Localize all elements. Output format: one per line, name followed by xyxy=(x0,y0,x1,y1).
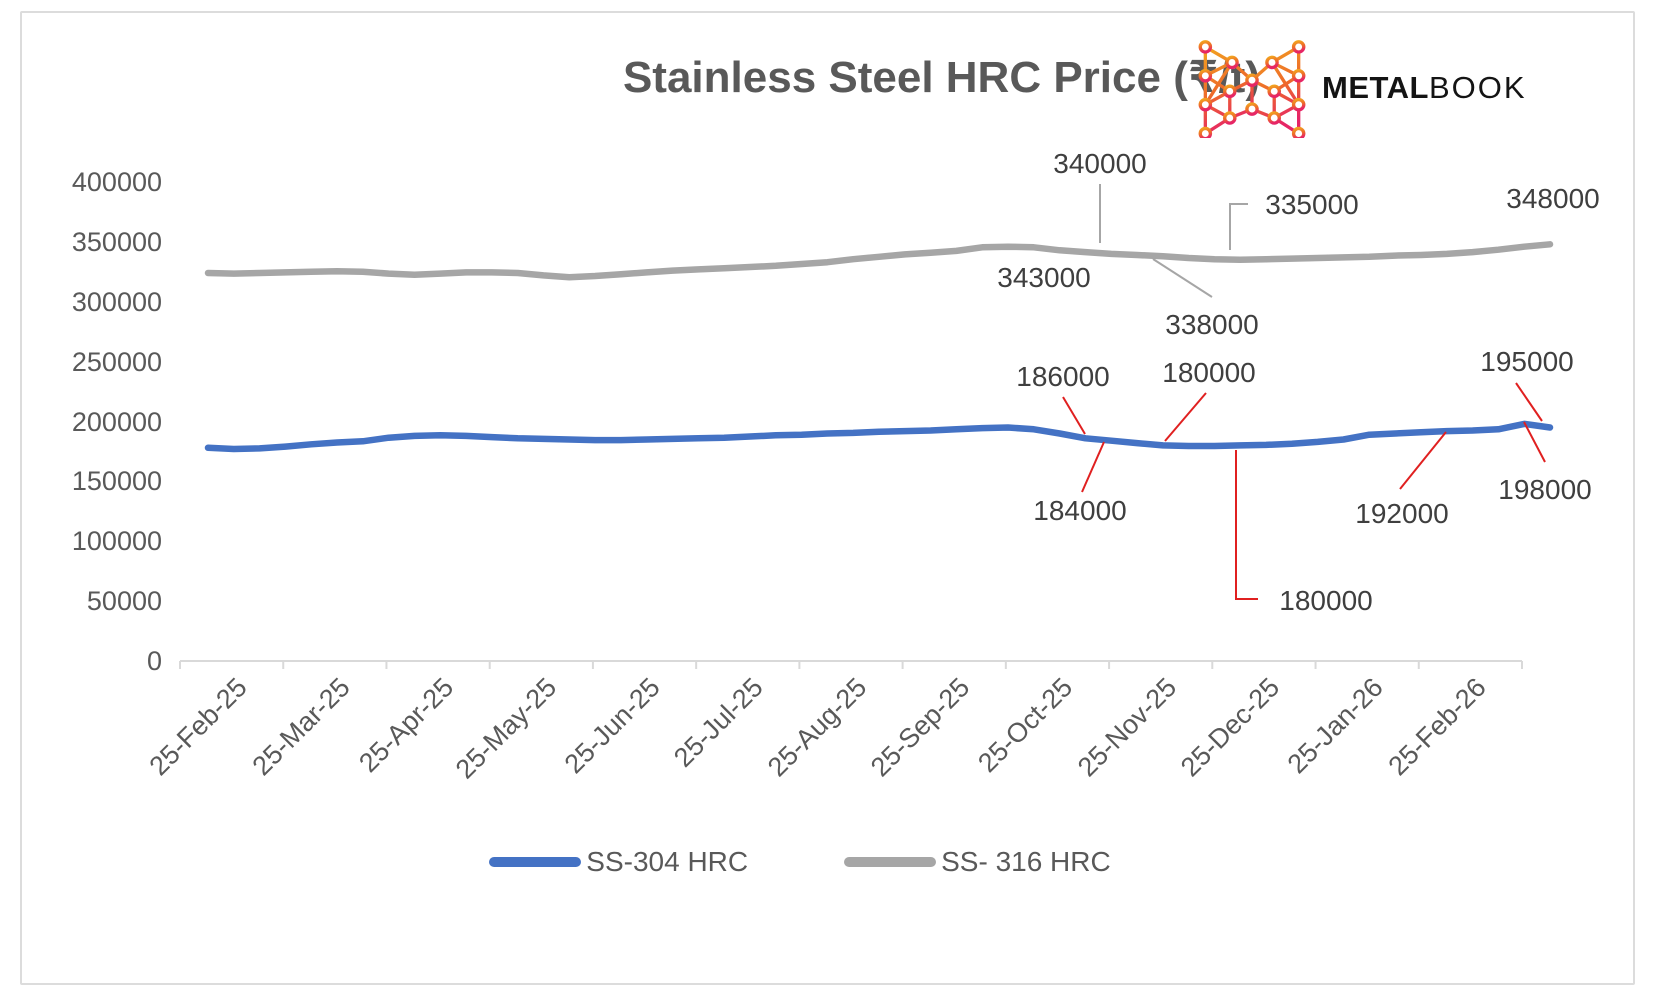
y-axis-tick-label: 400000 xyxy=(71,167,162,197)
annotation-value-label: 338000 xyxy=(1165,309,1259,340)
y-axis-tick-label: 200000 xyxy=(71,406,162,437)
series-line-ss316 xyxy=(204,241,1554,281)
annotation-value-label: 340000 xyxy=(1053,148,1147,179)
y-axis-tick-label: 250000 xyxy=(71,346,162,377)
annotation-value-label: 192000 xyxy=(1355,498,1449,529)
y-axis-tick-label: 0 xyxy=(146,646,162,676)
y-axis-tick-label: 350000 xyxy=(71,226,162,257)
logo-text-metal: METAL xyxy=(1322,70,1429,105)
annotation-leader-line xyxy=(1152,258,1213,298)
annotation-leader-line xyxy=(1164,392,1207,442)
legend-swatch-ss304 xyxy=(489,857,582,867)
annotation-value-label: 184000 xyxy=(1033,495,1127,526)
annotation-value-label: 348000 xyxy=(1506,183,1600,214)
metalbook-logo-icon xyxy=(1198,40,1306,138)
legend-label-ss316: SS- 316 HRC xyxy=(941,846,1111,877)
annotation-leader-line xyxy=(1081,441,1105,493)
annotation-value-label: 343000 xyxy=(997,262,1091,293)
annotation-value-label: 186000 xyxy=(1016,361,1110,392)
y-axis-tick-label: 150000 xyxy=(71,466,162,497)
legend-item-ss316: SS- 316 HRC xyxy=(844,846,1111,878)
chart-legend: SS-304 HRC SS- 316 HRC xyxy=(0,846,1600,878)
annotation-value-label: 195000 xyxy=(1480,346,1574,377)
legend-label-ss304: SS-304 HRC xyxy=(586,846,749,877)
y-axis-tick-label: 100000 xyxy=(71,526,162,557)
logo-text-book: BOOK xyxy=(1428,70,1527,105)
annotation-leader-line xyxy=(1515,382,1543,422)
annotation-leader-line xyxy=(1399,431,1447,490)
annotation-leader-line xyxy=(1235,450,1258,600)
legend-item-ss304: SS-304 HRC xyxy=(489,846,748,878)
chart-title: Stainless Steel HRC Price (₹/t) xyxy=(622,53,1260,102)
annotation-leader-line xyxy=(1229,203,1248,250)
metalbook-logo: METALBOOK xyxy=(1196,36,1616,140)
metalbook-logo-text: METALBOOK xyxy=(1322,70,1527,106)
series-line-ss304 xyxy=(204,420,1554,453)
annotation-value-label: 335000 xyxy=(1265,189,1359,220)
y-axis-tick-label: 50000 xyxy=(86,586,162,617)
annotation-value-label: 198000 xyxy=(1498,474,1592,505)
annotation-value-label: 180000 xyxy=(1279,585,1373,616)
annotation-leader-line xyxy=(1062,396,1086,435)
annotation-leader-line xyxy=(1523,421,1546,463)
legend-swatch-ss316 xyxy=(844,857,937,867)
y-axis-tick-label: 300000 xyxy=(71,286,162,317)
annotation-value-label: 180000 xyxy=(1162,357,1256,388)
